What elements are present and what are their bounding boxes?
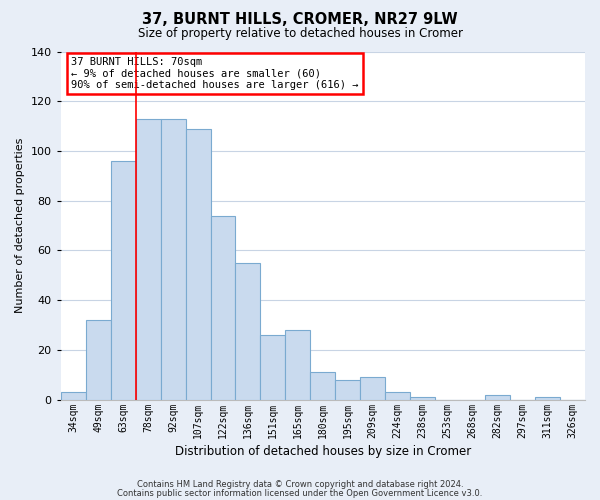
Bar [410,397,435,400]
Bar [61,392,86,400]
Bar [161,118,185,400]
X-axis label: Distribution of detached houses by size in Cromer: Distribution of detached houses by size … [175,444,471,458]
Bar [260,335,286,400]
Bar [361,377,385,400]
Bar [335,380,361,400]
Text: Size of property relative to detached houses in Cromer: Size of property relative to detached ho… [137,28,463,40]
Bar [535,397,560,400]
Text: Contains public sector information licensed under the Open Government Licence v3: Contains public sector information licen… [118,488,482,498]
Bar [385,392,410,400]
Bar [86,320,110,400]
Bar [485,394,510,400]
Bar [235,263,260,400]
Bar [110,161,136,400]
Bar [211,216,235,400]
Text: 37 BURNT HILLS: 70sqm
← 9% of detached houses are smaller (60)
90% of semi-detac: 37 BURNT HILLS: 70sqm ← 9% of detached h… [71,56,359,90]
Y-axis label: Number of detached properties: Number of detached properties [15,138,25,313]
Bar [310,372,335,400]
Text: Contains HM Land Registry data © Crown copyright and database right 2024.: Contains HM Land Registry data © Crown c… [137,480,463,489]
Bar [185,128,211,400]
Text: 37, BURNT HILLS, CROMER, NR27 9LW: 37, BURNT HILLS, CROMER, NR27 9LW [142,12,458,28]
Bar [286,330,310,400]
Bar [136,118,161,400]
